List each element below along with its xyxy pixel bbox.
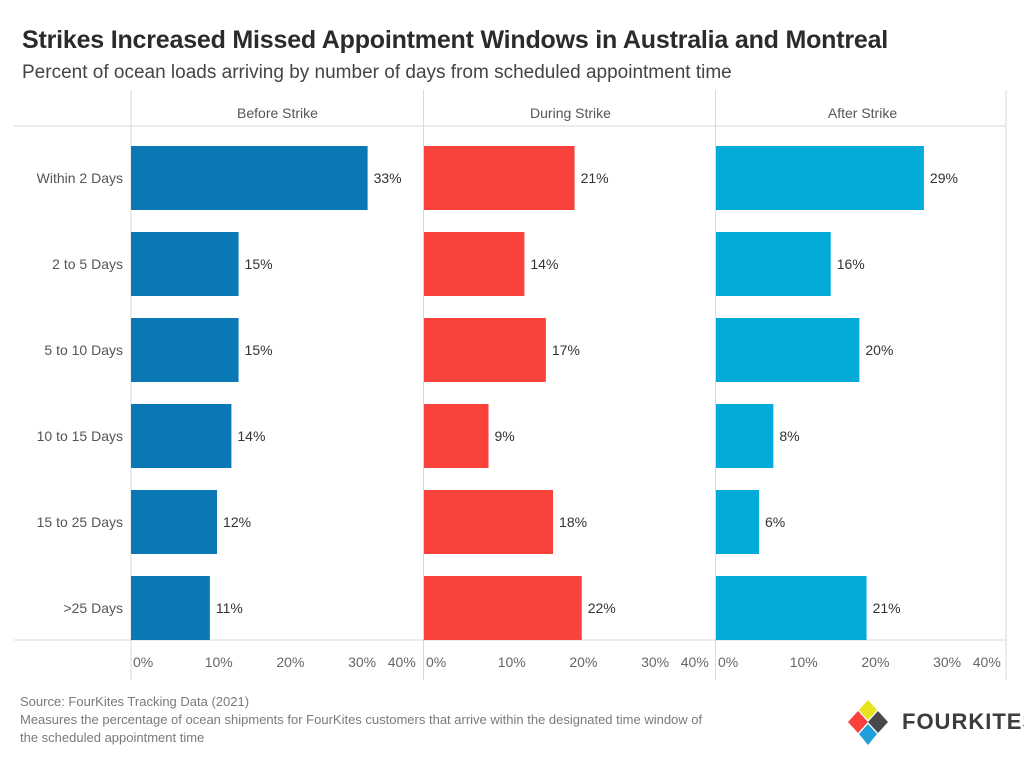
data-label: 29% [930, 170, 958, 186]
x-tick-label: 0% [426, 654, 446, 670]
category-label: 15 to 25 Days [37, 514, 123, 530]
data-label: 6% [765, 514, 785, 530]
data-label: 17% [552, 342, 580, 358]
bar [424, 146, 575, 210]
fourkites-logo: FOURKITES [842, 698, 1024, 748]
data-label: 18% [559, 514, 587, 530]
category-label: 5 to 10 Days [44, 342, 123, 358]
chart-subtitle: Percent of ocean loads arriving by numbe… [22, 62, 732, 83]
x-tick-label: 40% [681, 654, 709, 670]
data-label: 21% [873, 600, 901, 616]
panel-header: During Strike [530, 105, 611, 121]
data-label: 22% [588, 600, 616, 616]
data-label: 15% [245, 342, 273, 358]
x-tick-label: 10% [205, 654, 233, 670]
data-label: 14% [237, 428, 265, 444]
data-label: 20% [865, 342, 893, 358]
x-tick-label: 30% [348, 654, 376, 670]
category-label: 2 to 5 Days [52, 256, 123, 272]
data-label: 11% [216, 600, 243, 616]
x-tick-label: 30% [933, 654, 961, 670]
bar [424, 490, 554, 554]
bar [716, 490, 760, 554]
description-note-line2: the scheduled appointment time [20, 730, 205, 745]
category-label: >25 Days [63, 600, 123, 616]
data-label: 15% [245, 256, 273, 272]
x-tick-label: 40% [973, 654, 1001, 670]
data-label: 8% [779, 428, 799, 444]
category-label: 10 to 15 Days [37, 428, 123, 444]
data-label: 33% [374, 170, 402, 186]
bar [424, 318, 546, 382]
panel-header: Before Strike [237, 105, 318, 121]
x-tick-label: 20% [861, 654, 889, 670]
x-tick-label: 40% [388, 654, 416, 670]
bar [716, 318, 860, 382]
source-note: Source: FourKites Tracking Data (2021) [20, 694, 250, 709]
x-tick-label: 20% [276, 654, 304, 670]
bar [131, 318, 239, 382]
bar [424, 404, 489, 468]
data-label: 21% [581, 170, 609, 186]
panel-header: After Strike [828, 105, 897, 121]
bar [716, 576, 867, 640]
bar [716, 146, 924, 210]
bar [716, 232, 831, 296]
data-label: 14% [530, 256, 558, 272]
x-tick-label: 10% [498, 654, 526, 670]
category-label: Within 2 Days [37, 170, 123, 186]
x-tick-label: 10% [790, 654, 818, 670]
x-tick-label: 20% [569, 654, 597, 670]
x-tick-label: 0% [718, 654, 738, 670]
x-tick-label: 30% [641, 654, 669, 670]
bar [131, 232, 239, 296]
fourkites-logo-icon [848, 700, 888, 745]
bar [131, 490, 218, 554]
description-note-line1: Measures the percentage of ocean shipmen… [20, 712, 703, 727]
chart-title: Strikes Increased Missed Appointment Win… [22, 26, 889, 54]
bar [424, 576, 582, 640]
data-label: 16% [837, 256, 865, 272]
fourkites-logo-text: FOURKITES [902, 709, 1024, 734]
bar [716, 404, 774, 468]
bar [131, 146, 368, 210]
bar [131, 404, 232, 468]
bar [131, 576, 210, 640]
data-label: 9% [495, 428, 515, 444]
bar [424, 232, 525, 296]
faceted-bar-chart: Within 2 Days 2 to 5 Days 5 to 10 Days 10 t… [14, 90, 1007, 680]
x-tick-label: 0% [133, 654, 153, 670]
data-label: 12% [223, 514, 251, 530]
